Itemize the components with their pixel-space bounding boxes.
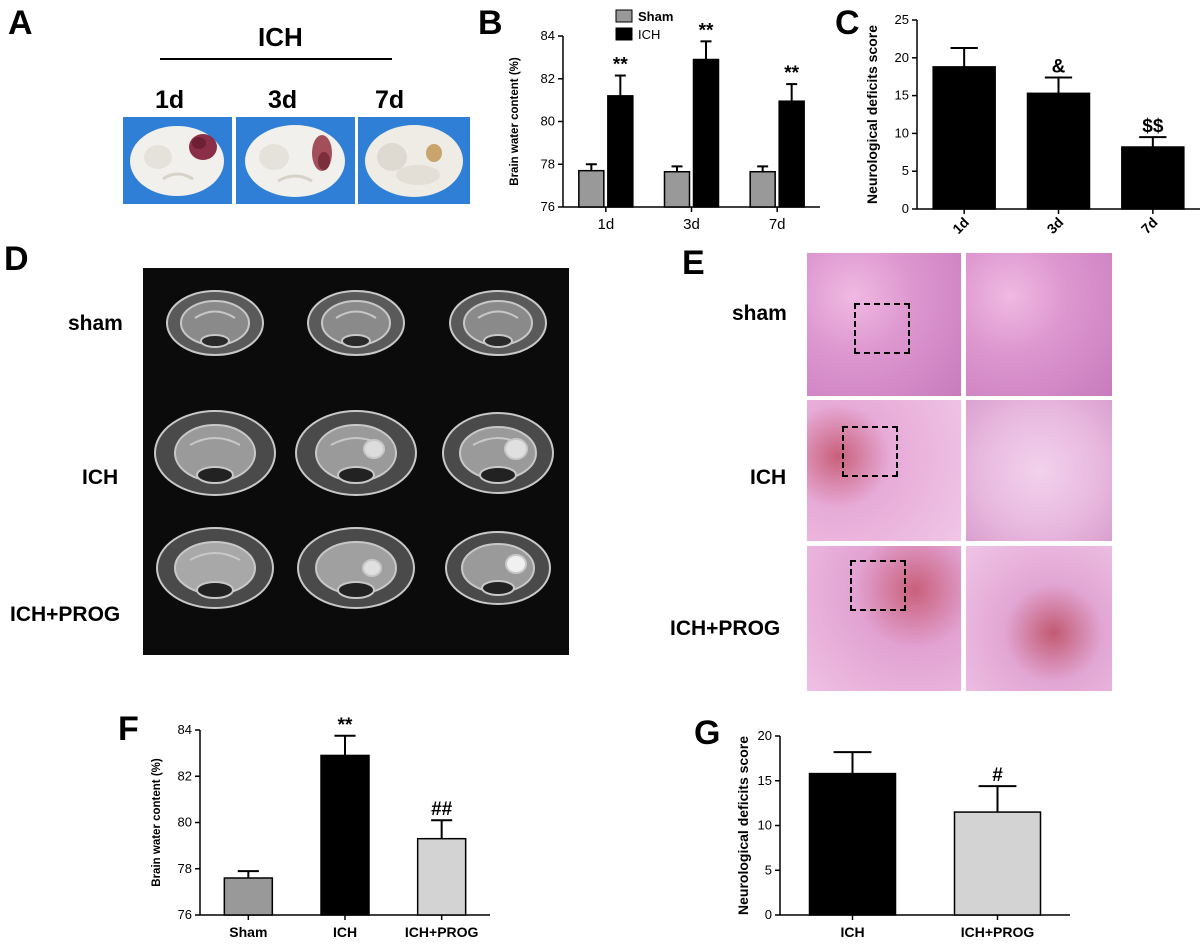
chart-c-y-tick-label-1: 5 <box>902 163 909 178</box>
chart-g-bar-0 <box>808 772 897 916</box>
chart-b-y-tick-label-3: 82 <box>541 71 555 86</box>
panel-letter-a: A <box>8 4 33 42</box>
chart-f-bar-1 <box>320 754 370 916</box>
chart-b: 76 78 80 82 84 Brain water content (%) ** 1d ** 3… <box>509 9 820 233</box>
panel-letter-e: E <box>682 244 705 282</box>
he-image-sham-low <box>807 253 961 396</box>
chart-c-bar-1-annotation: & <box>1052 56 1066 77</box>
panel-a-timepoint-1d: 1d <box>155 86 185 114</box>
chart-f-x-tick-label-0: Sham <box>229 924 267 940</box>
chart-g-x-tick-label-1: ICH+PROG <box>961 924 1035 940</box>
chart-f-bar-1-annotation: ** <box>338 715 353 736</box>
chart-b-legend-label-1: ICH <box>638 27 660 42</box>
chart-f-bar-2-annotation: ## <box>431 799 453 820</box>
chart-b-bar-2-s1-annotation: ** <box>784 63 799 84</box>
chart-b-legend-label-0: Sham <box>638 9 673 24</box>
panel-e-row-sham: sham <box>732 302 787 325</box>
chart-b-y-tick-label-0: 76 <box>541 199 555 214</box>
panel-a-timepoint-7d: 7d <box>375 86 405 114</box>
chart-f-y-tick-label-3: 82 <box>178 768 192 783</box>
chart-b-x-tick-label-1: 3d <box>683 216 700 233</box>
panel-d-row-ich: ICH <box>82 466 119 489</box>
panel-letter-f: F <box>118 710 139 748</box>
chart-c-y-tick-label-0: 0 <box>902 201 909 216</box>
panel-a-timepoint-3d: 3d <box>268 86 298 114</box>
chart-g-bar-1-annotation: # <box>992 765 1003 786</box>
panel-letter-c: C <box>835 4 860 42</box>
chart-c-x-tick-label-0: 1d <box>949 214 972 237</box>
chart-g-y-label: Neurological deficits score <box>735 736 751 915</box>
chart-f-y-tick-label-0: 76 <box>178 907 192 922</box>
chart-c-y-label: Neurological deficits score <box>864 25 880 204</box>
chart-f-bar-0 <box>223 877 274 916</box>
brain-photo-1d <box>123 117 232 204</box>
chart-b-x-tick-label-2: 7d <box>769 216 786 233</box>
chart-f-x-tick-label-2: ICH+PROG <box>405 924 479 940</box>
chart-g-y-tick-label-3: 15 <box>758 773 772 788</box>
he-image-sham-high <box>966 253 1112 396</box>
chart-g-y-tick-label-2: 10 <box>758 818 772 833</box>
chart-c-x-tick-label-2: 7d <box>1138 214 1161 237</box>
chart-c-y-tick-label-5: 25 <box>895 12 909 27</box>
chart-f-y-label: Brain water content (%) <box>151 758 163 887</box>
panel-e-row-ich-prog: ICH+PROG <box>670 617 781 640</box>
chart-c-y-tick-label-3: 15 <box>895 88 909 103</box>
panel-d-row-ich-prog: ICH+PROG <box>10 603 121 626</box>
he-image-ich-low <box>807 400 961 541</box>
mri-image-grid <box>143 268 569 655</box>
chart-c-bar-2 <box>1121 146 1185 210</box>
brain-photo-7d <box>358 117 470 204</box>
chart-g: 0 5 10 15 20 Neurological deficits score ICH # I… <box>735 728 1070 940</box>
chart-g-x-tick-label-0: ICH <box>840 924 864 940</box>
chart-b-bar-1-s0 <box>663 170 691 208</box>
chart-b-bar-2-s1 <box>778 100 805 208</box>
chart-f-y-tick-label-4: 84 <box>178 722 192 737</box>
chart-c-y-tick-label-2: 10 <box>895 125 909 140</box>
chart-b-x-tick-label-0: 1d <box>597 216 614 233</box>
chart-c-y-tick-label-4: 20 <box>895 50 909 65</box>
he-image-ich-high <box>966 400 1112 541</box>
chart-c-bar-2-annotation: $$ <box>1142 116 1164 137</box>
he-image-ich-prog-high <box>966 546 1112 691</box>
chart-c-bar-1 <box>1026 92 1091 210</box>
chart-g-y-tick-label-4: 20 <box>758 728 772 743</box>
panel-a-group-label: ICH <box>258 22 303 52</box>
chart-b-y-label: Brain water content (%) <box>509 57 521 186</box>
chart-b-y-tick-label-1: 78 <box>541 156 555 171</box>
chart-b-y-tick-label-2: 80 <box>541 114 555 129</box>
chart-g-y-tick-label-0: 0 <box>765 907 772 922</box>
chart-b-bar-1-s1 <box>692 58 720 208</box>
panel-letter-d: D <box>4 240 29 278</box>
chart-b-y-tick-label-4: 84 <box>541 28 555 43</box>
panel-e-row-ich: ICH <box>750 466 787 489</box>
chart-b-bar-1-s1-annotation: ** <box>699 20 714 41</box>
chart-f-bar-2 <box>416 837 467 916</box>
chart-g-bar-1 <box>953 811 1042 916</box>
panel-a-group-line <box>160 58 392 60</box>
chart-g-y-tick-label-1: 5 <box>765 862 772 877</box>
brain-photo-3d <box>236 117 355 204</box>
chart-b-legend-swatch-1 <box>615 27 633 41</box>
chart-c-x-tick-label-1: 3d <box>1044 214 1067 237</box>
panel-d-row-sham: sham <box>68 312 123 335</box>
chart-b-bar-0-s0 <box>578 169 605 208</box>
panel-letter-g: G <box>694 714 721 752</box>
chart-b-bar-0-s1 <box>607 95 634 208</box>
chart-c-bar-0 <box>932 66 996 210</box>
he-image-ich-prog-low <box>807 546 961 691</box>
chart-c: 0 5 10 15 20 25 Neurological deficits score 1d &… <box>864 12 1200 237</box>
chart-b-bar-2-s0 <box>749 170 776 208</box>
chart-f-y-tick-label-1: 78 <box>178 861 192 876</box>
chart-f-y-tick-label-2: 80 <box>178 815 192 830</box>
panel-letter-b: B <box>478 4 503 42</box>
chart-b-bar-0-s1-annotation: ** <box>613 55 628 76</box>
chart-f: 76 78 80 82 84 Brain water content (%) Sham ** I… <box>151 715 490 940</box>
chart-f-x-tick-label-1: ICH <box>333 924 357 940</box>
chart-b-legend-swatch-0 <box>615 9 633 23</box>
